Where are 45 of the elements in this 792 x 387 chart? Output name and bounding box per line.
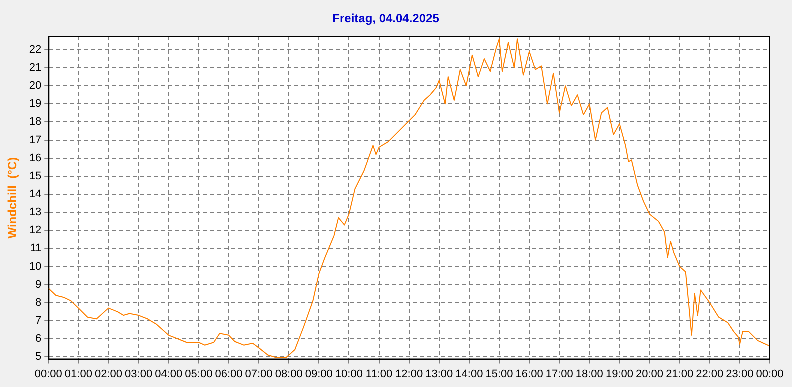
x-tick-label: 23:00 [726,368,754,380]
x-tick-label: 03:00 [125,368,153,380]
x-tick-label: 20:00 [636,368,664,380]
x-tick-label: 16:00 [516,368,544,380]
y-tick-label: 21 [29,62,42,74]
y-tick-label: 20 [29,80,42,92]
y-tick-label: 16 [29,152,42,164]
y-tick-label: 12 [29,224,42,237]
y-tick-label: 17 [29,134,42,146]
y-tick-label: 5 [36,351,42,364]
y-tick-label: 11 [30,242,42,255]
y-axis-title: Windchill (°C) [6,157,20,239]
x-tick-label: 06:00 [215,368,243,380]
y-tick-label: 8 [36,296,42,309]
x-tick-label: 07:00 [245,368,273,380]
y-tick-label: 13 [29,206,42,219]
x-tick-label: 17:00 [546,368,574,380]
y-tick-label: 19 [29,98,42,110]
x-tick-label: 05:00 [185,368,213,380]
x-tick-label: 13:00 [426,368,454,380]
x-tick-label: 12:00 [396,368,424,380]
chart-title: Freitag, 04.04.2025 [332,12,440,26]
x-tick-label: 00:00 [756,368,784,380]
x-tick-label: 09:00 [305,368,333,380]
y-tick-label: 9 [36,278,42,291]
y-tick-label: 15 [29,170,42,182]
x-tick-label: 00:00 [34,368,62,380]
y-tick-label: 18 [29,116,42,128]
x-tick-label: 22:00 [696,368,724,380]
x-tick-label: 19:00 [606,368,634,380]
x-tick-label: 01:00 [64,368,92,380]
x-tick-label: 11:00 [366,368,393,380]
x-tick-label: 21:00 [666,368,694,380]
y-tick-label: 7 [36,314,42,327]
x-tick-label: 18:00 [576,368,604,380]
x-tick-label: 10:00 [335,368,363,380]
y-tick-label: 14 [29,188,42,201]
y-tick-label: 6 [36,333,42,346]
x-tick-label: 14:00 [456,368,484,380]
x-tick-label: 15:00 [486,368,514,380]
y-tick-label: 10 [29,260,42,273]
y-tick-label: 22 [29,44,42,56]
x-tick-label: 04:00 [155,368,183,380]
x-tick-label: 02:00 [94,368,123,380]
x-tick-label: 08:00 [275,368,303,380]
